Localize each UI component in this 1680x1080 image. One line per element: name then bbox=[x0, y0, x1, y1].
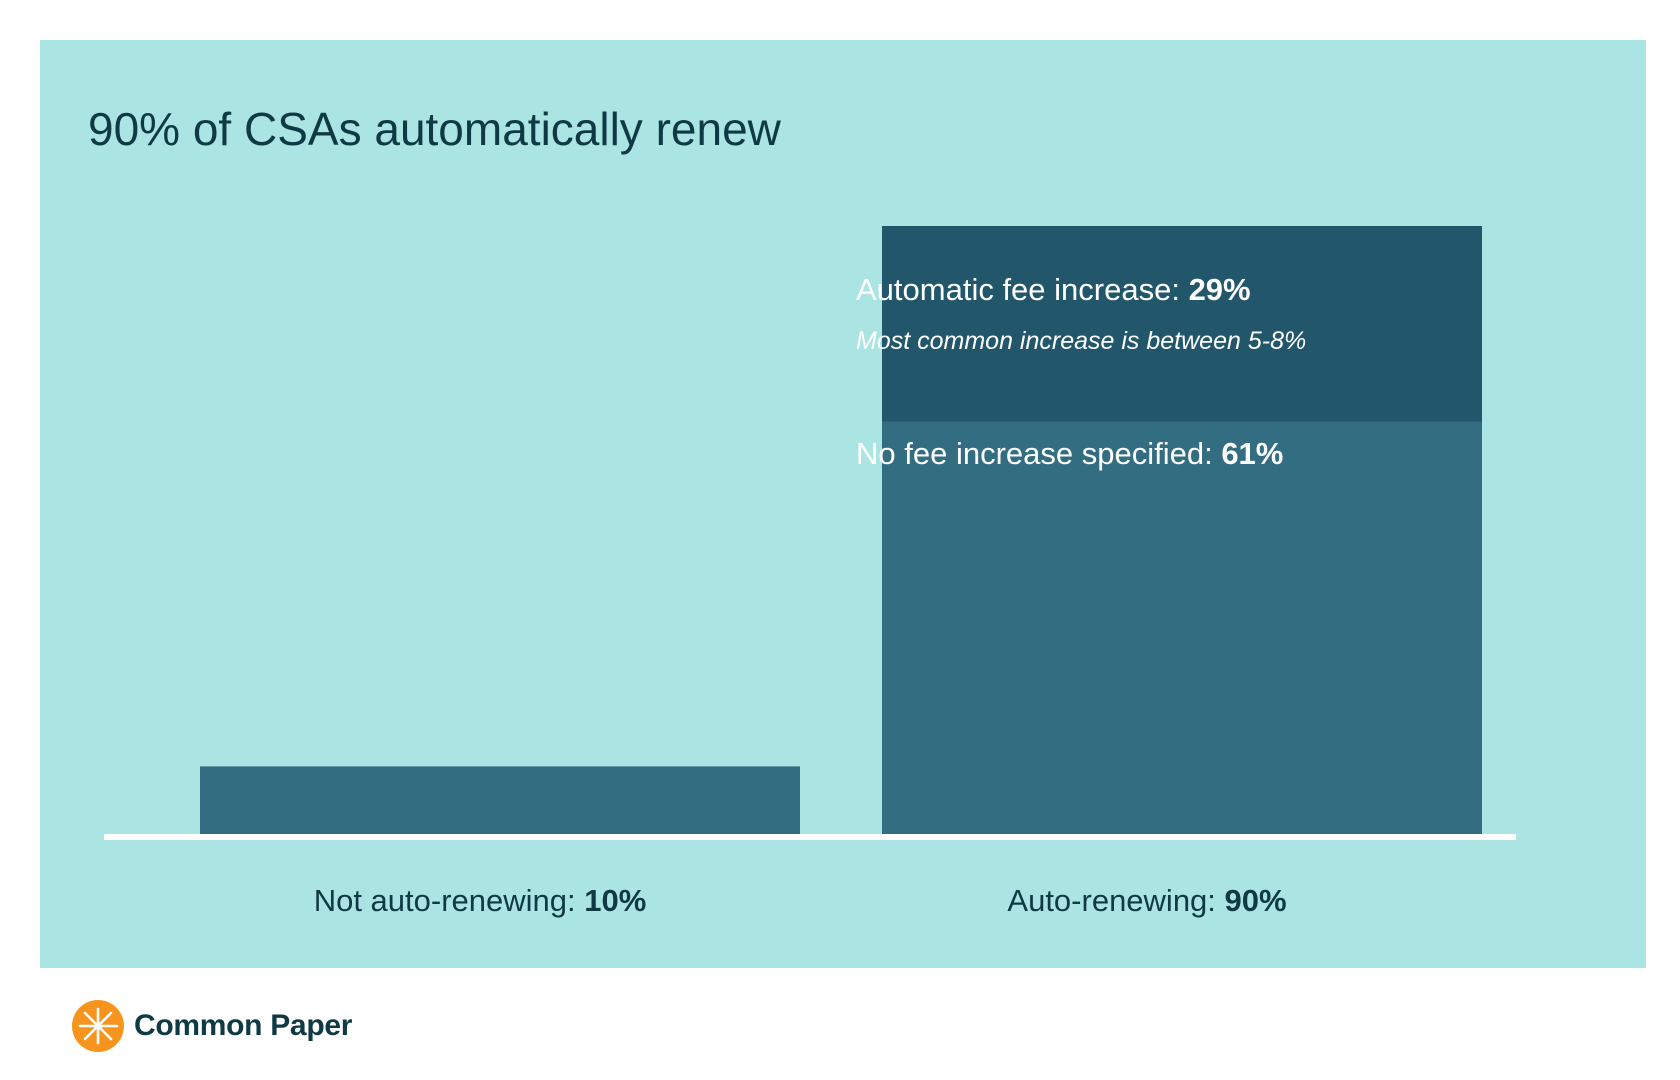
fee-increase-label-prefix: Automatic fee increase: bbox=[856, 272, 1189, 307]
chart-panel: 90% of CSAs automatically renew Automati… bbox=[40, 40, 1646, 968]
common-paper-logo-icon bbox=[72, 1000, 124, 1052]
bar-segment-automatic-fee-increase bbox=[882, 226, 1482, 422]
category-label-value: 90% bbox=[1225, 883, 1287, 918]
x-axis-baseline bbox=[104, 834, 1516, 840]
chart-title: 90% of CSAs automatically renew bbox=[88, 103, 781, 155]
fee-increase-note: Most common increase is between 5-8% bbox=[856, 327, 1306, 355]
no-fee-increase-label-prefix: No fee increase specified: bbox=[856, 436, 1221, 471]
bars-layer bbox=[200, 226, 1482, 834]
bar-segment-no-fee-increase-specified bbox=[882, 421, 1482, 834]
no-fee-increase-label-value: 61% bbox=[1221, 436, 1283, 471]
category-label-not-auto-renewing: Not auto-renewing: 10% bbox=[314, 883, 647, 918]
category-label-prefix: Not auto-renewing: bbox=[314, 883, 585, 918]
no-fee-increase-label: No fee increase specified: 61% bbox=[856, 436, 1283, 471]
common-paper-logo: Common Paper bbox=[72, 1000, 352, 1052]
category-label-value: 10% bbox=[584, 883, 646, 918]
brand-name: Common Paper bbox=[134, 1009, 353, 1042]
bar-segment-not-auto-renewing bbox=[200, 766, 800, 834]
category-label-auto-renewing: Auto-renewing: 90% bbox=[1007, 883, 1286, 918]
chart-svg: Automatic fee increase: 29% Most common … bbox=[104, 226, 1516, 918]
fee-increase-label: Automatic fee increase: 29% bbox=[856, 272, 1251, 307]
category-label-prefix: Auto-renewing: bbox=[1007, 883, 1224, 918]
fee-increase-label-value: 29% bbox=[1189, 272, 1251, 307]
